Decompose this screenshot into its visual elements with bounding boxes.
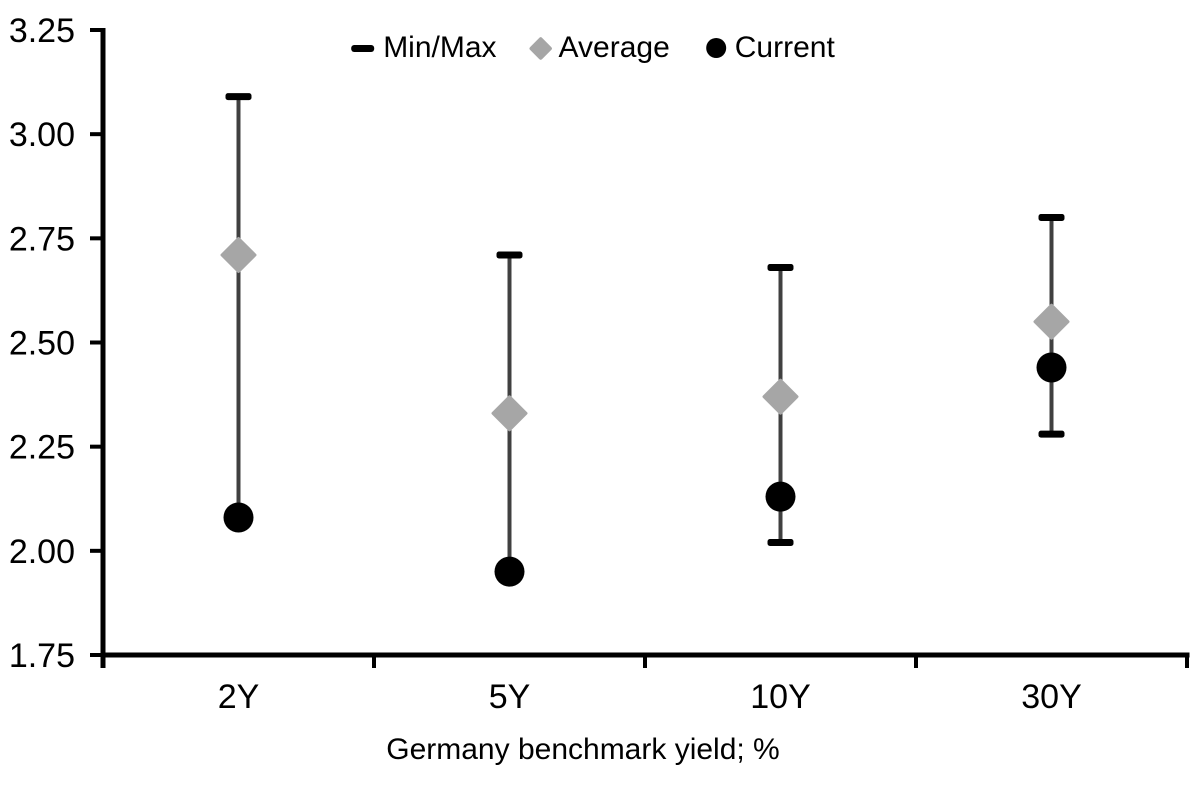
current-circle-icon xyxy=(705,38,726,58)
max-cap xyxy=(1038,214,1065,221)
legend-label-current: Current xyxy=(734,31,835,64)
chart-legend: Min/Max Average Current xyxy=(351,31,835,65)
average-diamond-marker xyxy=(220,237,257,273)
x-axis-title: Germany benchmark yield; % xyxy=(386,733,780,766)
legend-item-average: Average xyxy=(529,31,670,65)
average-diamond-icon xyxy=(529,35,554,61)
average-diamond-marker xyxy=(491,395,528,432)
y-tick-label: 3.00 xyxy=(9,116,75,154)
min-cap xyxy=(1038,430,1065,438)
x-category-label: 5Y xyxy=(489,678,531,716)
legend-label-minmax: Min/Max xyxy=(383,31,497,64)
min-cap xyxy=(767,539,794,546)
current-circle-marker xyxy=(223,502,254,533)
current-circle-marker xyxy=(494,556,525,587)
legend-item-current: Current xyxy=(705,31,835,65)
max-cap xyxy=(496,251,523,259)
average-diamond-marker xyxy=(762,378,799,415)
minmax-dash-icon xyxy=(351,44,375,52)
legend-label-average: Average xyxy=(558,31,670,64)
y-tick-label: 2.50 xyxy=(9,325,75,363)
average-diamond-marker xyxy=(1033,303,1070,340)
legend-item-minmax: Min/Max xyxy=(351,31,497,65)
y-tick-label: 1.75 xyxy=(9,637,75,675)
current-circle-marker xyxy=(765,481,796,512)
y-tick-label: 2.00 xyxy=(9,533,75,571)
y-tick-label: 2.75 xyxy=(9,220,75,258)
max-cap xyxy=(225,93,252,101)
x-category-label: 2Y xyxy=(218,678,260,716)
max-cap xyxy=(767,264,794,271)
current-circle-marker xyxy=(1036,352,1067,383)
y-tick-label: 3.25 xyxy=(9,12,75,50)
y-tick-label: 2.25 xyxy=(9,429,75,467)
x-category-label: 30Y xyxy=(1021,678,1082,716)
x-category-label: 10Y xyxy=(750,678,811,716)
